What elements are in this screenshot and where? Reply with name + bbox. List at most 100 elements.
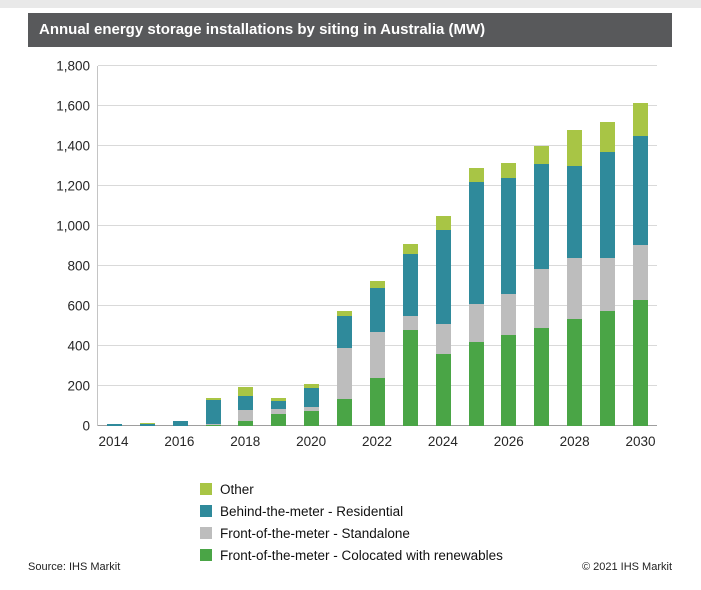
bar-group-2020 <box>295 66 328 426</box>
bar-segment <box>632 103 648 136</box>
bar-segment <box>468 304 484 342</box>
legend-item: Other <box>200 478 503 500</box>
bar-group-2028 <box>558 66 591 426</box>
x-tick-label <box>130 434 163 449</box>
x-tick-label: 2030 <box>625 434 656 449</box>
bar-segment <box>534 328 550 426</box>
bar-segment <box>337 348 353 399</box>
bar-segment <box>600 311 616 426</box>
x-tick-label: 2028 <box>559 434 590 449</box>
bar-group-2016 <box>164 66 197 426</box>
page-frame <box>0 0 701 8</box>
bar-2023 <box>402 244 418 426</box>
chart-title: Annual energy storage installations by s… <box>28 13 672 47</box>
y-tick-label: 200 <box>67 378 90 394</box>
bar-segment <box>468 342 484 426</box>
bar-2015 <box>139 423 155 426</box>
bar-2025 <box>468 168 484 426</box>
bars <box>98 66 657 426</box>
bar-segment <box>139 423 155 424</box>
bar-group-2025 <box>460 66 493 426</box>
x-tick-label <box>525 434 558 449</box>
bar-segment <box>600 152 616 258</box>
x-tick-label: 2024 <box>427 434 458 449</box>
bar-segment <box>205 398 221 400</box>
x-tick-label: 2016 <box>164 434 195 449</box>
bar-segment <box>632 245 648 300</box>
bar-group-2022 <box>361 66 394 426</box>
bar-segment <box>238 410 254 421</box>
bar-segment <box>600 122 616 152</box>
bar-2021 <box>337 311 353 426</box>
bar-segment <box>369 288 385 332</box>
bar-2030 <box>632 103 648 426</box>
gridline <box>98 65 657 66</box>
bar-segment <box>534 164 550 269</box>
bar-2029 <box>600 122 616 426</box>
bar-group-2015 <box>131 66 164 426</box>
x-tick-label: 2018 <box>230 434 261 449</box>
bar-segment <box>435 324 451 354</box>
bar-group-2017 <box>197 66 230 426</box>
bar-group-2019 <box>262 66 295 426</box>
bar-segment <box>567 130 583 166</box>
bar-2020 <box>304 384 320 426</box>
bar-segment <box>205 400 221 424</box>
source-note: Source: IHS Markit <box>28 561 121 573</box>
bar-2028 <box>567 130 583 426</box>
y-tick-label: 400 <box>67 338 90 354</box>
x-axis: 2014 2016 2018 2020 2022 2024 2026 2028 2030 <box>97 434 657 449</box>
bar-segment <box>501 163 517 178</box>
bar-segment <box>337 399 353 426</box>
bar-segment <box>402 316 418 330</box>
bar-segment <box>271 401 287 409</box>
bar-segment <box>172 421 188 426</box>
x-tick-label <box>262 434 295 449</box>
x-tick-label <box>196 434 229 449</box>
bar-segment <box>238 396 254 410</box>
bar-group-2027 <box>525 66 558 426</box>
bar-segment <box>600 258 616 311</box>
y-tick-label: 0 <box>82 418 90 434</box>
legend-swatch <box>200 483 212 495</box>
y-tick-label: 1,000 <box>56 218 90 234</box>
bar-segment <box>304 388 320 407</box>
bar-segment <box>238 387 254 396</box>
bar-group-2030 <box>624 66 657 426</box>
bar-segment <box>567 166 583 258</box>
bar-segment <box>369 281 385 288</box>
legend: Other Behind-the-meter - Residential Front… <box>200 478 503 566</box>
bar-segment <box>337 311 353 316</box>
bar-2019 <box>271 398 287 426</box>
bar-segment <box>567 258 583 319</box>
y-tick-label: 800 <box>67 258 90 274</box>
bar-segment <box>106 424 122 426</box>
bar-2027 <box>534 146 550 426</box>
bar-segment <box>435 230 451 324</box>
bar-segment <box>205 425 221 426</box>
bar-segment <box>304 384 320 388</box>
bar-segment <box>632 300 648 426</box>
x-tick-label <box>591 434 624 449</box>
bar-group-2023 <box>394 66 427 426</box>
bar-segment <box>402 244 418 254</box>
gridline <box>98 185 657 186</box>
bar-segment <box>369 332 385 378</box>
bar-segment <box>139 423 155 426</box>
y-tick-label: 1,600 <box>56 98 90 114</box>
bar-segment <box>435 216 451 230</box>
bar-segment <box>304 407 320 411</box>
bar-segment <box>468 182 484 304</box>
bar-segment <box>501 335 517 426</box>
gridline <box>98 145 657 146</box>
bar-segment <box>534 146 550 164</box>
bar-group-2024 <box>427 66 460 426</box>
legend-item: Front-of-the-meter - Colocated with rene… <box>200 544 503 566</box>
legend-item: Front-of-the-meter - Standalone <box>200 522 503 544</box>
copyright-note: © 2021 IHS Markit <box>581 561 672 573</box>
gridline <box>98 265 657 266</box>
bar-2026 <box>501 163 517 426</box>
bar-segment <box>205 424 221 425</box>
legend-swatch <box>200 505 212 517</box>
bar-segment <box>271 409 287 414</box>
